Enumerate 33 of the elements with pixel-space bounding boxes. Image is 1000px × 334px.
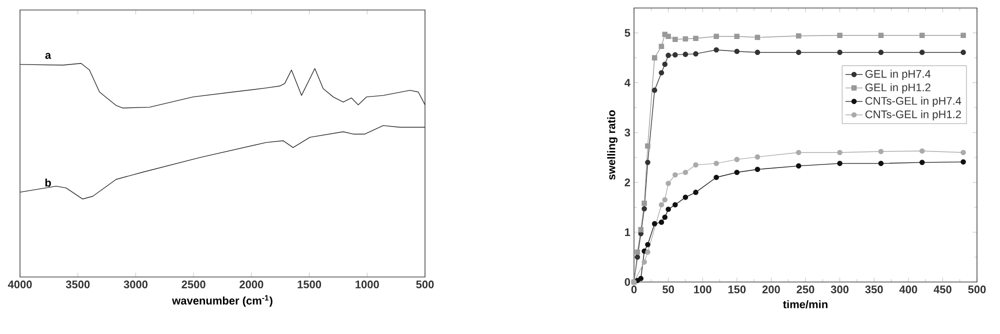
y-tick-label: 3	[624, 128, 630, 136]
x-tick-label: 1500	[298, 280, 322, 288]
annotation: b	[45, 178, 51, 187]
legend-label: CNTs-GEL in pH1.2	[865, 110, 961, 120]
x-tick-label: 3500	[66, 280, 90, 288]
x-tick-label: 300	[830, 286, 849, 294]
y-tick-label: 2	[624, 178, 630, 186]
x-tick-label: 2000	[240, 280, 264, 288]
x-tick-label: 500	[416, 280, 434, 288]
x-tick-label: 200	[762, 286, 780, 294]
x-tick-label: 350	[865, 286, 883, 294]
x-tick-label: 4000	[8, 280, 32, 288]
x-axis-title: wavenumber (cm$^{-1}$)	[172, 295, 272, 307]
y-tick-label: 1	[625, 228, 630, 236]
x-tick-label: 150	[728, 286, 746, 294]
legend-label: GEL in pH1.2	[865, 83, 930, 94]
x-tick-label: 3000	[124, 280, 148, 288]
x-tick-label: 0	[631, 286, 637, 294]
legend-label: CNTs-GEL in pH7.4	[865, 96, 962, 107]
x-tick-label: 100	[694, 286, 712, 294]
x-tick-label: 2500	[182, 280, 206, 288]
x-tick-label: 400	[899, 286, 918, 294]
text: a	[45, 52, 52, 59]
x-tick-label: 250	[796, 286, 814, 294]
y-axis-title: swelling ratio	[607, 110, 618, 180]
legend-label: GEL in pH7.4	[865, 70, 931, 80]
x-tick-label: 50	[662, 286, 674, 294]
y-tick-label: 5	[624, 29, 630, 37]
x-axis-title: time/min	[783, 300, 828, 308]
x-tick-label: 450	[934, 286, 952, 294]
x-tick-label: 1000	[356, 280, 379, 288]
y-tick-label: 4	[624, 78, 630, 87]
x-tick-label: 500	[968, 286, 986, 294]
